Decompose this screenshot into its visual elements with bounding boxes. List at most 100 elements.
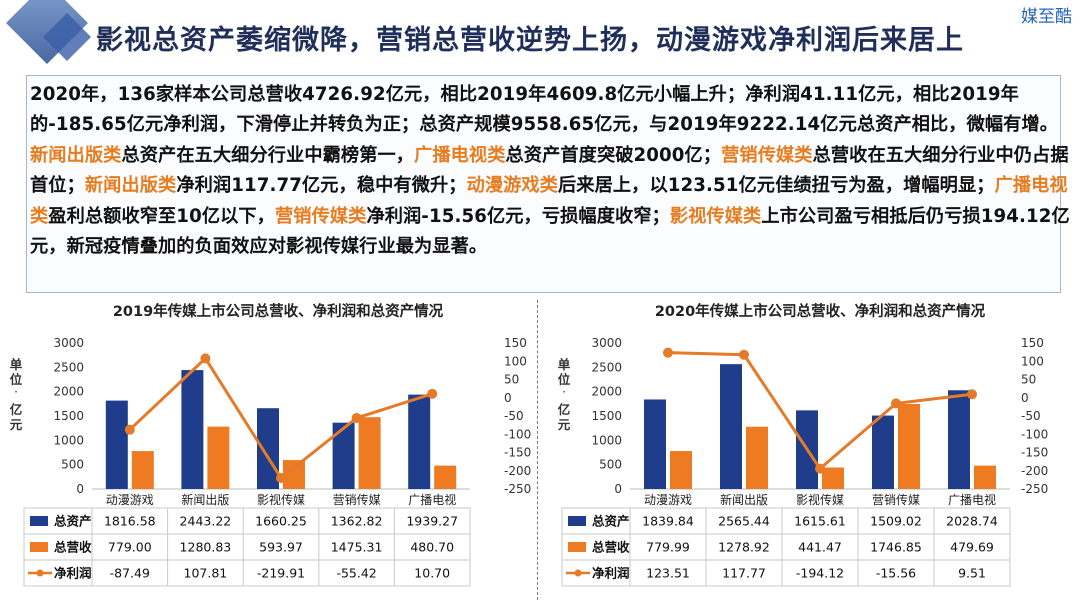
line-profit bbox=[128, 356, 433, 481]
table-cell-value: -219.91 bbox=[257, 566, 305, 581]
table-cell-value: 2443.22 bbox=[180, 514, 232, 529]
point-profit bbox=[276, 473, 286, 484]
table-cell-value: 123.51 bbox=[646, 566, 690, 581]
table-cell-value: 1746.85 bbox=[870, 540, 922, 555]
y-tick-label: 0 bbox=[614, 482, 622, 496]
chart-divider bbox=[537, 300, 538, 600]
bar-revenue bbox=[283, 460, 305, 489]
y2-tick-label: -250 bbox=[1021, 482, 1048, 496]
table-cell-value: -194.12 bbox=[796, 566, 844, 581]
legend-key-assets bbox=[30, 516, 48, 526]
y-tick-label: 1500 bbox=[53, 409, 84, 423]
table-cell-value: -15.56 bbox=[876, 566, 916, 581]
y2-tick-label: -200 bbox=[504, 464, 531, 478]
table-cell-value: 593.97 bbox=[259, 540, 303, 555]
y2-tick-label: -100 bbox=[1021, 427, 1048, 441]
table-cell-value: 1939.27 bbox=[406, 514, 458, 529]
y-tick-label: 2500 bbox=[591, 360, 622, 374]
paragraph-text: 盈利总额收窄至10亿以下， bbox=[48, 205, 275, 227]
summary-paragraph: 2020年，136家样本公司总营收4726.92亿元，相比2019年4609.8… bbox=[30, 80, 1070, 262]
y2-tick-label: -100 bbox=[504, 427, 531, 441]
table-cell-value: 1816.58 bbox=[104, 514, 156, 529]
legend-key-profit-marker bbox=[574, 569, 582, 577]
legend-key-profit-marker bbox=[36, 569, 44, 577]
table-cell-value: 10.70 bbox=[414, 566, 450, 581]
bar-revenue bbox=[131, 451, 154, 489]
y2-tick-label: -150 bbox=[1021, 446, 1048, 460]
bar-revenue bbox=[670, 451, 692, 489]
y2-tick-label: 100 bbox=[1021, 354, 1044, 368]
y-tick-label: 1000 bbox=[591, 433, 622, 447]
table-cell-value: 1278.92 bbox=[718, 540, 770, 555]
y2-tick-label: 0 bbox=[1021, 391, 1029, 405]
y-axis-label-char: 位 bbox=[10, 372, 23, 387]
y2-tick-label: -250 bbox=[504, 482, 531, 496]
bar-revenue bbox=[974, 465, 996, 489]
table-cell-value: 117.77 bbox=[722, 566, 766, 581]
legend-label: 净利润 bbox=[54, 566, 92, 581]
y-tick-label: 1500 bbox=[591, 409, 622, 423]
y-axis-label-char: 元 bbox=[10, 417, 23, 432]
table-cell-value: -87.49 bbox=[110, 566, 150, 581]
legend-label: 总营收 bbox=[54, 540, 92, 555]
paragraph-text: 总营收在五大细分行业中仍占据首位； bbox=[30, 144, 1069, 197]
x-category-label: 动漫游戏 bbox=[106, 493, 154, 507]
bar-assets bbox=[181, 370, 204, 489]
bar-assets bbox=[720, 364, 742, 489]
x-category-label: 影视传媒 bbox=[257, 492, 305, 507]
bar-revenue bbox=[822, 467, 844, 489]
y2-tick-label: -50 bbox=[504, 409, 524, 423]
paragraph-text: 上市公司盈亏相抵后仍亏损194.12亿元，新冠疫情叠加的负面效应对影视传媒行业最… bbox=[30, 205, 1070, 258]
point-profit bbox=[351, 412, 362, 423]
table-cell-value: 779.00 bbox=[108, 540, 152, 555]
highlight-category: 广播电视类 bbox=[414, 144, 506, 166]
slide-title: 影视总资产萎缩微降，营销总营收逆势上扬，动漫游戏净利润后来居上 bbox=[96, 25, 964, 56]
y-tick-label: 2000 bbox=[53, 385, 84, 399]
bar-assets bbox=[408, 394, 431, 489]
bar-assets bbox=[332, 422, 355, 489]
highlight-category: 新闻出版类 bbox=[84, 175, 177, 197]
y2-tick-label: 0 bbox=[504, 391, 512, 405]
brand-logo-text: 媒至酷 bbox=[1021, 7, 1072, 27]
highlight-category: 营销传媒类 bbox=[721, 144, 813, 166]
point-profit bbox=[427, 388, 438, 399]
x-category-label: 广播电视 bbox=[408, 492, 456, 507]
point-profit bbox=[663, 347, 673, 358]
table-cell-value: 1362.82 bbox=[331, 514, 383, 529]
table-cell-value: -55.42 bbox=[336, 566, 376, 581]
y-axis-label-char: 亿 bbox=[10, 402, 23, 417]
table-cell-value: 441.47 bbox=[798, 540, 842, 555]
y-axis-label-char: 单 bbox=[10, 357, 23, 372]
y-axis-label-char: 位 bbox=[558, 372, 571, 387]
table-cell-value: 1660.25 bbox=[255, 514, 307, 529]
legend-key-revenue bbox=[568, 542, 586, 552]
table-cell-value: 1615.61 bbox=[794, 514, 846, 529]
table-cell-value: 480.70 bbox=[410, 540, 454, 555]
table-cell-value: 2565.44 bbox=[718, 514, 770, 529]
paragraph-text: 总资产首度突破2000亿； bbox=[505, 144, 722, 166]
point-profit bbox=[891, 398, 901, 409]
paragraph-text: 净利润-15.56亿元，亏损幅度收窄； bbox=[366, 205, 670, 227]
chart-2019: 2019年传媒上市公司总营收、净利润和总资产情况单位亿元·05001000150… bbox=[10, 302, 531, 587]
legend-label: 总营收 bbox=[592, 540, 630, 555]
legend-label: 净利润 bbox=[592, 566, 630, 581]
table-cell-value: 1509.02 bbox=[870, 514, 922, 529]
y-axis-label-colon: · bbox=[562, 385, 566, 399]
paragraph-text: 总资产在五大细分行业中霸榜第一， bbox=[121, 144, 415, 166]
table-cell-value: 9.51 bbox=[958, 566, 986, 581]
y-axis-label-char: 元 bbox=[558, 417, 571, 432]
bar-assets bbox=[105, 400, 128, 489]
y2-tick-label: -150 bbox=[504, 446, 531, 460]
point-profit bbox=[739, 349, 749, 360]
bar-revenue bbox=[207, 426, 230, 489]
x-category-label: 影视传媒 bbox=[796, 492, 844, 507]
table-cell-value: 2028.74 bbox=[946, 514, 998, 529]
point-profit bbox=[967, 389, 977, 400]
bar-assets bbox=[644, 399, 666, 489]
table-cell-value: 1839.84 bbox=[642, 514, 694, 529]
x-category-label: 新闻出版 bbox=[720, 492, 768, 507]
y-tick-label: 1000 bbox=[53, 433, 84, 447]
x-category-label: 动漫游戏 bbox=[644, 493, 692, 507]
legend-key-revenue bbox=[30, 542, 48, 552]
